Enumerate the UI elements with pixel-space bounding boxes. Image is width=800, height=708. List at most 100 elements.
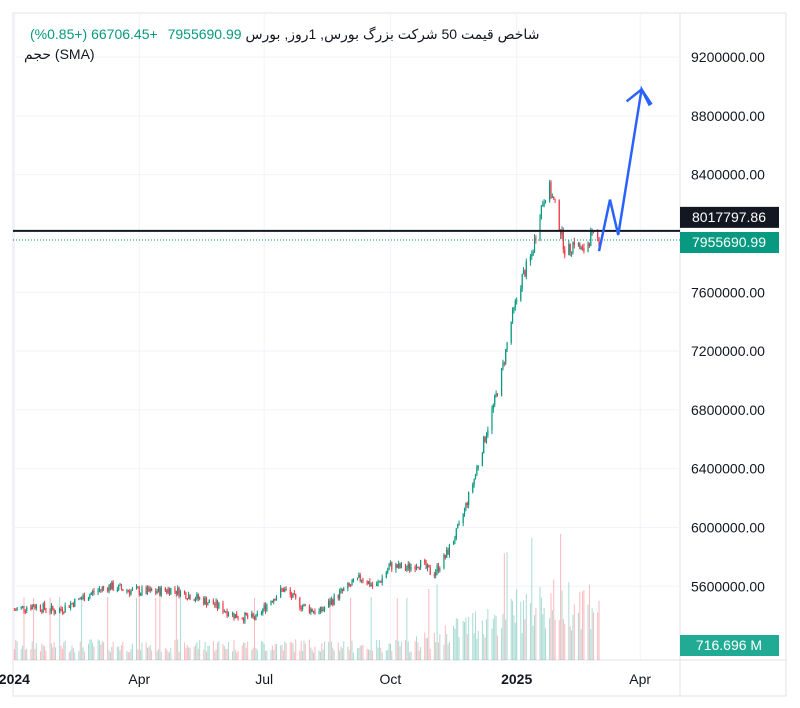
volume-bar xyxy=(263,643,265,660)
candle-body xyxy=(63,611,65,613)
volume-bar xyxy=(232,651,234,660)
volume-bar xyxy=(31,641,33,660)
candle-body xyxy=(236,614,238,618)
candle-body xyxy=(415,567,418,570)
candle-body xyxy=(542,205,544,207)
candle-body xyxy=(231,612,234,615)
candle-body xyxy=(222,603,224,613)
candle-body xyxy=(409,563,411,570)
candle-body xyxy=(226,611,228,616)
candle-body xyxy=(295,594,297,598)
volume-bar xyxy=(333,650,335,660)
volume-bar xyxy=(388,643,390,660)
volume-bar xyxy=(367,649,369,660)
volume-bar xyxy=(444,625,446,660)
volume-bar xyxy=(487,608,489,660)
candle-body xyxy=(588,242,591,246)
candle-body xyxy=(292,593,294,598)
candle-body xyxy=(352,578,354,583)
volume-bar xyxy=(42,645,44,660)
candle-body xyxy=(535,238,537,240)
volume-bar xyxy=(156,651,158,660)
volume-bar xyxy=(340,646,342,660)
candle-body xyxy=(425,562,427,569)
candle-body xyxy=(275,596,278,601)
candle-body xyxy=(477,465,479,468)
volume-bar xyxy=(159,597,161,660)
candle-body xyxy=(149,588,151,592)
candle-body xyxy=(247,615,249,618)
volume-bar xyxy=(271,645,273,660)
candle-body xyxy=(543,203,545,206)
volume-bar xyxy=(324,641,326,660)
volume-bar xyxy=(237,650,239,660)
volume-bar xyxy=(216,642,218,660)
volume-bar xyxy=(587,604,589,660)
candle-body xyxy=(30,607,32,610)
candle-body xyxy=(175,590,177,594)
candle-body xyxy=(332,599,334,605)
candle-body xyxy=(39,605,42,611)
candle-body xyxy=(510,321,512,343)
candle-body xyxy=(433,574,435,576)
candle-body xyxy=(107,588,109,592)
volume-bar xyxy=(321,643,323,660)
volume-bar xyxy=(245,647,247,660)
candle-body xyxy=(350,585,352,587)
volume-bar xyxy=(101,641,103,660)
volume-bar xyxy=(564,624,566,660)
candle-body xyxy=(101,587,103,590)
volume-bar xyxy=(81,597,83,660)
volume-bar xyxy=(425,638,427,660)
volume-bar xyxy=(531,537,533,660)
candle-body xyxy=(256,613,258,615)
volume-bar xyxy=(571,630,573,660)
volume-bar xyxy=(410,651,412,660)
candle-body xyxy=(417,567,419,569)
volume-bar xyxy=(146,647,148,660)
volume-bar xyxy=(358,647,360,660)
candle-body xyxy=(550,182,552,198)
candle-body xyxy=(439,568,441,571)
volume-bar xyxy=(256,649,258,660)
candle-body xyxy=(194,599,197,601)
volume-bar xyxy=(60,645,62,660)
volume-bar xyxy=(370,597,372,660)
volume-bar xyxy=(560,533,562,660)
volume-bar xyxy=(417,642,419,660)
candle-body xyxy=(503,362,505,364)
candle-body xyxy=(520,288,522,301)
candle-body xyxy=(395,564,397,570)
volume-bar xyxy=(236,652,238,660)
volume-bar xyxy=(516,589,518,660)
volume-bar xyxy=(428,588,430,660)
volume-bar xyxy=(164,648,166,660)
candle-body xyxy=(485,435,488,442)
candle-body xyxy=(551,196,553,198)
volume-bar xyxy=(405,640,407,660)
candle-body xyxy=(214,604,216,606)
candle-body xyxy=(568,244,570,256)
candle-body xyxy=(429,567,431,575)
volume-bar xyxy=(328,642,330,660)
volume-bar xyxy=(464,622,466,660)
candle-body xyxy=(23,606,25,611)
candle-body xyxy=(193,599,195,601)
candle-body xyxy=(282,589,284,592)
volume-bar xyxy=(318,650,320,660)
candle-body xyxy=(160,587,162,596)
candle-body xyxy=(263,604,265,610)
candle-body xyxy=(166,590,168,593)
projection-arrow[interactable] xyxy=(597,85,651,252)
volume-bar xyxy=(521,632,523,660)
candle-body xyxy=(319,606,322,612)
price-tick-label: 8800000.00 xyxy=(691,108,765,124)
volume-bar xyxy=(265,650,267,660)
candle-body xyxy=(208,600,210,603)
hline-value-badge-bg xyxy=(680,206,779,228)
candle-body xyxy=(579,243,581,249)
candle-body xyxy=(554,199,556,201)
time-tick-label: 2025 xyxy=(501,671,532,687)
